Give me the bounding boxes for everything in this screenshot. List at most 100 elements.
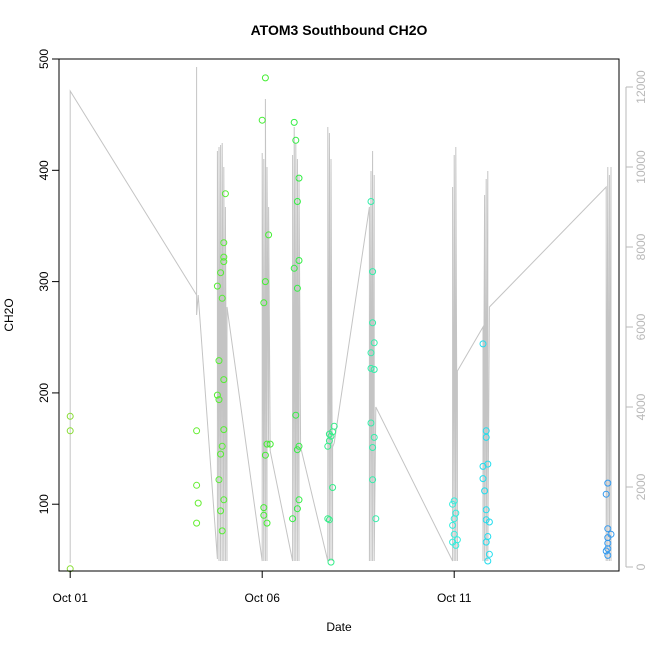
data-point <box>292 136 300 144</box>
data-point <box>260 504 268 512</box>
data-point <box>485 518 493 526</box>
data-point <box>263 440 271 448</box>
data-point <box>213 282 221 290</box>
right-tick-label: 10000 <box>634 150 648 184</box>
data-point <box>604 479 612 487</box>
right-tick-label: 12000 <box>634 70 648 104</box>
data-point <box>369 268 377 276</box>
data-point <box>325 516 333 524</box>
y-axis-label: CH2O <box>2 298 16 331</box>
data-point <box>369 444 377 451</box>
right-tick-label: 4000 <box>634 393 648 420</box>
data-point <box>218 442 226 450</box>
data-point <box>370 339 378 347</box>
right-tick-label: 0 <box>634 563 648 570</box>
data-point <box>215 396 223 404</box>
data-point <box>367 419 375 427</box>
data-point <box>372 515 380 523</box>
data-point <box>295 174 303 182</box>
data-point <box>215 476 223 484</box>
data-point <box>479 340 487 348</box>
data-point <box>220 253 228 261</box>
data-point <box>293 446 301 454</box>
data-point <box>290 118 298 126</box>
data-point <box>369 476 377 484</box>
data-point <box>293 198 301 205</box>
data-point <box>194 499 202 507</box>
data-point <box>327 432 335 440</box>
data-point <box>449 521 457 529</box>
data-point <box>193 427 201 435</box>
data-point <box>604 525 612 533</box>
data-point <box>367 198 375 205</box>
x-axis-label: Date <box>326 620 352 634</box>
data-point <box>482 506 490 514</box>
y-tick-label: 200 <box>37 383 51 403</box>
data-point <box>367 349 375 357</box>
data-point <box>220 496 228 504</box>
data-point <box>218 294 226 302</box>
data-point <box>260 299 268 307</box>
data-point <box>265 231 273 239</box>
data-point <box>329 484 337 491</box>
data-point <box>261 278 269 286</box>
data-point <box>602 547 610 555</box>
data-point <box>370 433 378 441</box>
data-points-layer <box>66 74 615 573</box>
x-tick-label: Oct 01 <box>53 591 89 605</box>
data-point <box>220 258 228 266</box>
data-point <box>482 427 490 435</box>
y-tick-label: 500 <box>37 49 51 69</box>
data-point <box>261 74 269 82</box>
y-axis-left: 100 200 300 400 500 <box>37 49 59 514</box>
data-point <box>604 551 612 559</box>
data-point <box>293 284 301 292</box>
data-point <box>369 319 377 327</box>
data-point <box>290 264 298 272</box>
data-point <box>324 442 332 450</box>
data-point <box>292 411 300 419</box>
x-axis: Oct 01 Oct 06 Oct 11 <box>53 571 472 605</box>
data-point <box>293 505 301 513</box>
data-point <box>218 527 226 535</box>
data-point <box>295 257 303 264</box>
data-point <box>479 462 487 470</box>
altitude-trace-layer <box>69 67 612 563</box>
data-point <box>66 412 74 420</box>
data-point <box>482 433 490 441</box>
data-point <box>485 550 493 558</box>
altitude-trace-line <box>69 67 612 563</box>
data-point <box>324 515 332 523</box>
data-point <box>220 239 228 247</box>
data-point <box>215 357 223 365</box>
data-point <box>261 451 269 459</box>
chart-title: ATOM3 Southbound CH2O <box>251 22 428 38</box>
data-point <box>450 515 458 523</box>
x-tick-label: Oct 11 <box>437 591 472 605</box>
data-point <box>325 430 333 438</box>
data-point <box>193 519 201 527</box>
y-tick-label: 300 <box>37 271 51 291</box>
data-point <box>213 391 221 399</box>
data-point <box>266 440 274 448</box>
data-point <box>602 490 610 498</box>
right-tick-label: 6000 <box>634 313 648 340</box>
y-tick-label: 400 <box>37 160 51 180</box>
y-tick-label: 100 <box>37 494 51 514</box>
data-point <box>450 497 458 505</box>
data-point <box>452 541 460 549</box>
data-point <box>370 366 378 373</box>
data-point <box>217 450 225 458</box>
data-point <box>449 500 457 508</box>
data-point <box>367 364 375 372</box>
data-point <box>258 116 266 124</box>
right-tick-label: 8000 <box>634 233 648 260</box>
data-point <box>220 426 228 434</box>
data-point <box>217 269 225 277</box>
data-point <box>482 538 490 546</box>
data-point <box>217 507 225 515</box>
data-point <box>263 519 271 527</box>
data-point <box>295 442 303 450</box>
data-point <box>450 530 458 538</box>
